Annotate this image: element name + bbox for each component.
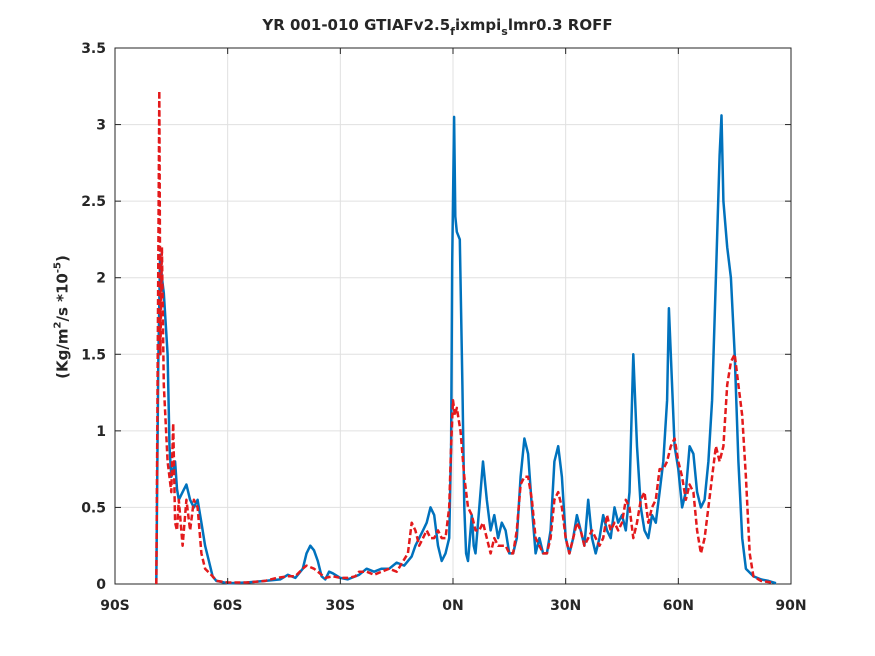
x-tick-label: 0N xyxy=(442,598,463,614)
x-tick-label: 30N xyxy=(550,598,581,614)
x-tick-label: 60N xyxy=(663,598,694,614)
series-line-solid xyxy=(155,114,777,585)
chart-title-subscript: f xyxy=(450,25,455,38)
x-tick-label: 90S xyxy=(100,598,130,614)
y-axis-label-superscript: -5 xyxy=(52,262,64,274)
y-axis-label-part: /s *10 xyxy=(53,273,72,322)
y-tick-label: 2.5 xyxy=(81,194,106,210)
y-axis-label-superscript: 2 xyxy=(52,321,64,329)
x-tick-label: 90N xyxy=(775,598,806,614)
chart-title-part: ixmpi xyxy=(454,16,502,34)
y-tick-label: 3 xyxy=(96,118,106,134)
y-tick-label: 1.5 xyxy=(81,347,106,363)
y-tick-label: 3.5 xyxy=(81,41,106,57)
x-tick-label: 60S xyxy=(213,598,243,614)
y-tick-label: 2 xyxy=(96,271,106,287)
axis-ticks: 90S 60S 30S 0N 30N 60N 90N 0 0.5 1 1.5 2 2.5 3 3.5 xyxy=(81,41,806,614)
chart-title-part: lmr0.3 ROFF xyxy=(507,16,613,34)
x-tick-label: 30S xyxy=(326,598,356,614)
y-tick-label: 0 xyxy=(96,577,106,593)
y-tick-label: 0.5 xyxy=(81,500,106,516)
y-tick-label: 1 xyxy=(96,424,106,440)
chart-title: YR 001-010 GTIAFv2.5fixmpislmr0.3 ROFF xyxy=(0,16,875,38)
series-line-dashed xyxy=(155,89,773,585)
y-axis-label-part: ) xyxy=(53,255,72,263)
y-axis-label: (Kg/m2/s *10-5) xyxy=(53,255,72,379)
series-group xyxy=(155,89,777,585)
y-axis-label-part: (Kg/m xyxy=(53,328,72,379)
chart-title-part: YR 001-010 GTIAFv2.5 xyxy=(262,16,451,34)
chart-title-subscript: s xyxy=(501,25,508,38)
